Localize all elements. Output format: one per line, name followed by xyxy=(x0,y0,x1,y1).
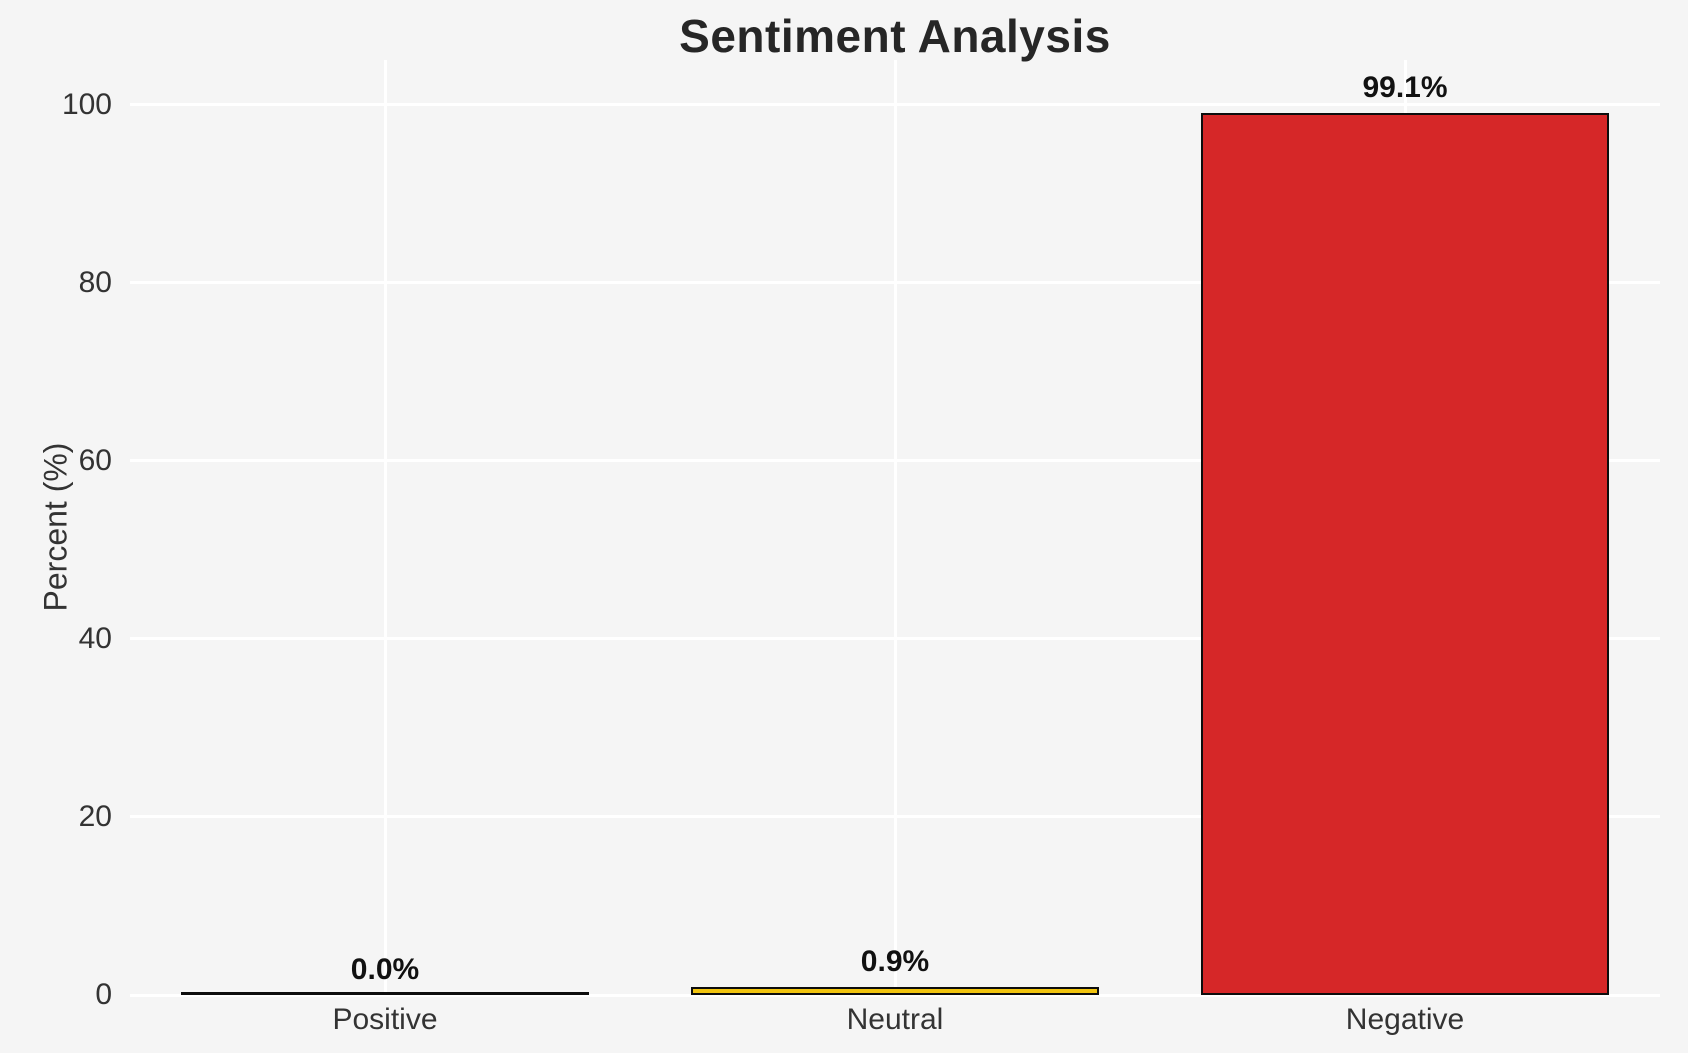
bar-value-label: 0.9% xyxy=(860,944,930,978)
chart-title: Sentiment Analysis xyxy=(679,10,1111,62)
y-tick-label: 0 xyxy=(95,978,112,1011)
x-tick-label-neutral: Neutral xyxy=(846,1003,944,1036)
x-tick-label-negative: Negative xyxy=(1345,1003,1465,1036)
y-tick-label: 100 xyxy=(61,87,112,121)
bar-value-label: 99.1% xyxy=(1362,70,1448,104)
gridline-horizontal xyxy=(130,993,1660,997)
bar-positive xyxy=(181,992,589,995)
bar-neutral xyxy=(691,986,1099,995)
y-tick-label: 80 xyxy=(78,265,112,299)
bar-negative xyxy=(1201,112,1609,995)
bar-value-label: 0.0% xyxy=(350,953,420,986)
gridline-vertical xyxy=(383,60,387,995)
y-tick-label: 60 xyxy=(78,443,112,477)
x-tick-label-positive: Positive xyxy=(332,1003,438,1036)
y-tick-label: 40 xyxy=(78,621,112,655)
y-tick-label: 20 xyxy=(78,799,112,833)
gridline-vertical xyxy=(893,60,897,995)
